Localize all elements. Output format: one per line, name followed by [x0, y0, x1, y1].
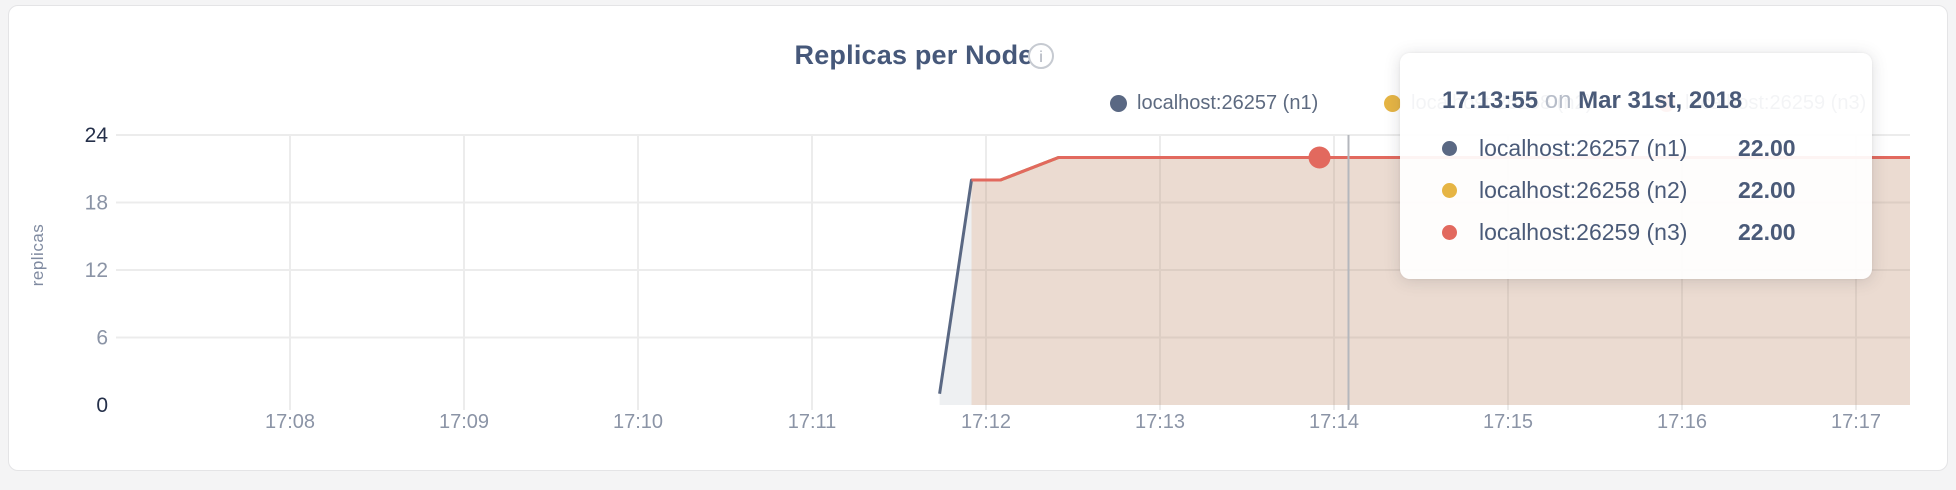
- tooltip-dot-n3: [1442, 224, 1457, 240]
- x-tick-label: 17:15: [1483, 411, 1533, 433]
- y-axis-title: replicas: [28, 223, 47, 287]
- tooltip-label-n3: localhost:26259 (n3): [1479, 218, 1688, 245]
- x-tick-label: 17:09: [439, 411, 489, 433]
- y-tick-label: 24: [85, 124, 109, 147]
- tooltip-row-n2: localhost:26258 (n2) 22.00: [1442, 169, 1832, 211]
- y-tick-label: 12: [85, 259, 108, 282]
- tooltip-on-word: on: [1544, 87, 1572, 114]
- x-tick-label: 17:13: [1135, 411, 1185, 433]
- tooltip-value-n3: 22.00: [1738, 218, 1796, 245]
- x-tick-label: 17:08: [265, 411, 315, 433]
- tooltip-row-n3: localhost:26259 (n3) 22.00: [1442, 211, 1832, 253]
- x-tick-label: 17:10: [613, 411, 663, 433]
- legend-item-n1[interactable]: localhost:26257 (n1): [1110, 91, 1319, 114]
- tooltip-dot-n2: [1442, 182, 1457, 198]
- legend-dot-n2: [1384, 94, 1401, 112]
- x-tick-label: 17:12: [961, 411, 1011, 433]
- tooltip-date: Mar 31st, 2018: [1578, 87, 1743, 114]
- hover-tooltip: 17:13:55 on Mar 31st, 2018 localhost:262…: [1400, 53, 1872, 279]
- tooltip-value-n1: 22.00: [1738, 134, 1796, 161]
- x-tick-label: 17:14: [1309, 411, 1359, 433]
- x-tick-label: 17:11: [788, 411, 837, 433]
- tooltip-title: 17:13:55 on Mar 31st, 2018: [1442, 85, 1832, 117]
- hover-point[interactable]: [1308, 146, 1331, 169]
- tooltip-value-n2: 22.00: [1738, 176, 1796, 203]
- info-icon[interactable]: i: [1028, 43, 1054, 69]
- y-tick-label: 6: [96, 327, 108, 350]
- y-tick-label: 0: [96, 394, 108, 417]
- page-title: Replicas per Node: [794, 40, 1034, 70]
- tooltip-label-n2: localhost:26258 (n2): [1479, 176, 1688, 203]
- y-tick-label: 18: [85, 192, 108, 215]
- legend-dot-n1: [1110, 94, 1127, 112]
- x-tick-label: 17:17: [1831, 411, 1881, 433]
- tooltip-time: 17:13:55: [1442, 87, 1539, 114]
- tooltip-rows: localhost:26257 (n1) 22.00 localhost:262…: [1442, 127, 1832, 253]
- tooltip-row-n1: localhost:26257 (n1) 22.00: [1442, 127, 1832, 169]
- tooltip-dot-n1: [1442, 140, 1457, 156]
- x-tick-label: 17:16: [1657, 411, 1707, 433]
- legend-label-n1: localhost:26257 (n1): [1137, 91, 1319, 114]
- tooltip-label-n1: localhost:26257 (n1): [1479, 134, 1688, 161]
